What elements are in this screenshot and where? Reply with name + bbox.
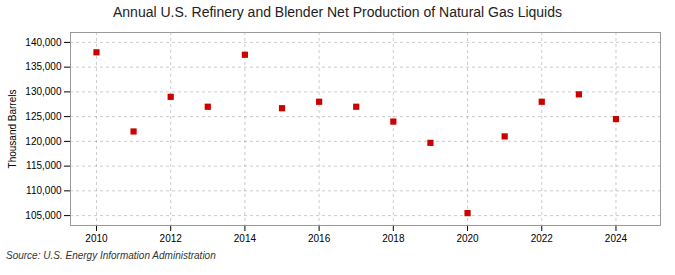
svg-text:115,000: 115,000 — [26, 160, 62, 171]
svg-text:2014: 2014 — [234, 233, 257, 244]
svg-text:125,000: 125,000 — [25, 111, 62, 122]
svg-text:2024: 2024 — [605, 233, 628, 244]
svg-text:2016: 2016 — [308, 233, 331, 244]
svg-text:2020: 2020 — [456, 233, 479, 244]
svg-text:2018: 2018 — [382, 233, 405, 244]
svg-text:130,000: 130,000 — [25, 86, 62, 97]
html-text:Source: U.S. Energy Informatio: Source: U.S. Energy Information Administ… — [6, 250, 216, 261]
svg-text:135,000: 135,000 — [25, 61, 62, 72]
svg-text:Thousand Barrels: Thousand Barrels — [7, 90, 18, 169]
svg-text:105,000: 105,000 — [25, 210, 62, 221]
svg-text:2022: 2022 — [531, 233, 554, 244]
svg-text:120,000: 120,000 — [25, 136, 62, 147]
svg-text:140,000: 140,000 — [25, 37, 62, 48]
svg-text:110,000: 110,000 — [26, 185, 62, 196]
svg-text:2010: 2010 — [85, 233, 108, 244]
html-text:Annual U.S. Refinery and Blend: Annual U.S. Refinery and Blender Net Pro… — [113, 4, 562, 20]
svg-text:2012: 2012 — [160, 233, 183, 244]
